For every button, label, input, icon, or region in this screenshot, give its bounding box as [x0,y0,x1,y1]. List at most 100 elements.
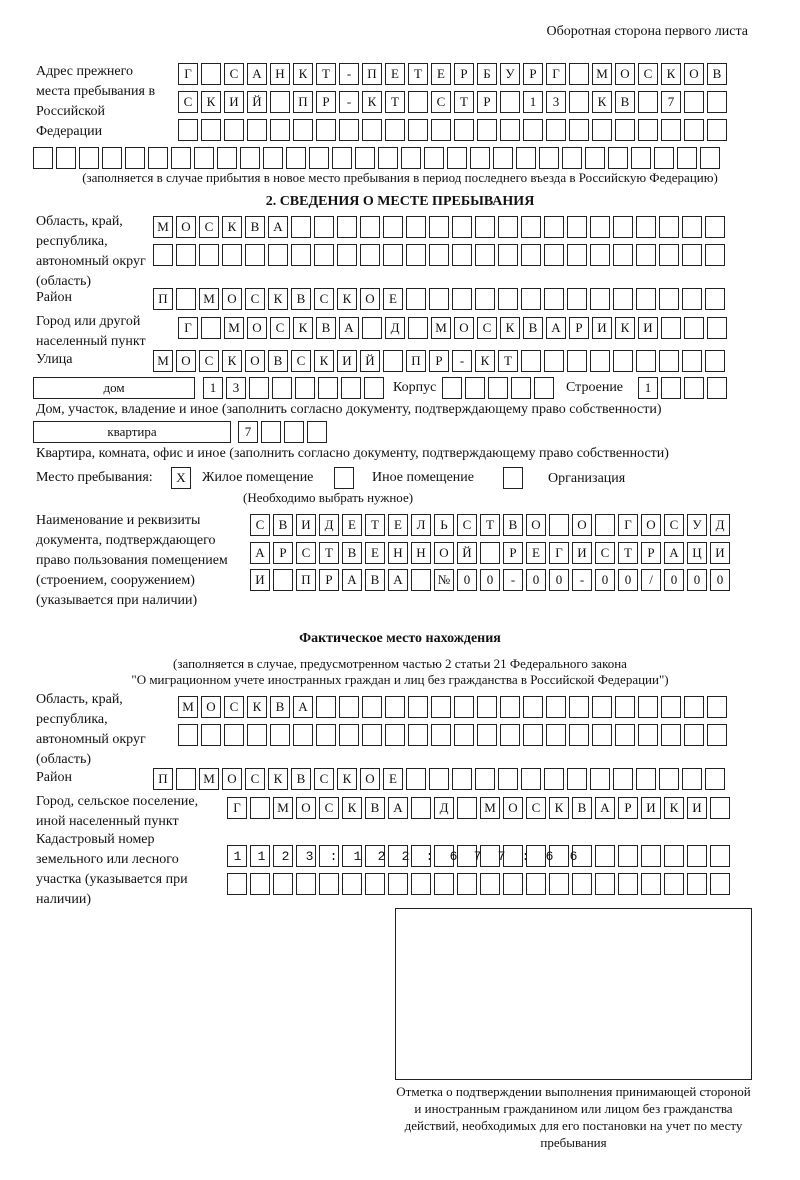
char-cell[interactable]: О [526,514,546,536]
char-cell[interactable]: С [245,768,265,790]
char-cell[interactable] [268,244,288,266]
char-cell[interactable] [383,216,403,238]
char-cell[interactable] [511,377,531,399]
char-cell[interactable] [217,147,237,169]
char-cell[interactable]: П [362,63,382,85]
char-cell[interactable] [250,797,270,819]
char-cell[interactable] [569,63,589,85]
char-cell[interactable]: Р [618,797,638,819]
char-cell[interactable]: Г [178,317,198,339]
char-cell[interactable] [342,873,362,895]
char-cell[interactable]: К [664,797,684,819]
char-cell[interactable] [707,696,727,718]
char-cell[interactable] [521,288,541,310]
char-cell[interactable] [590,244,610,266]
char-cell[interactable]: 3 [226,377,246,399]
char-cell[interactable] [314,216,334,238]
char-cell[interactable]: / [641,569,661,591]
char-cell[interactable] [245,244,265,266]
char-cell[interactable] [452,244,472,266]
char-cell[interactable]: И [687,797,707,819]
char-cell[interactable] [307,421,327,443]
char-cell[interactable] [592,724,612,746]
char-cell[interactable]: О [201,696,221,718]
char-cell[interactable] [360,244,380,266]
char-cell[interactable] [263,147,283,169]
cadastral-row-1[interactable]: 1123:122:677:66 [227,845,733,867]
char-cell[interactable] [194,147,214,169]
char-cell[interactable]: 1 [523,91,543,113]
char-cell[interactable]: Г [618,514,638,536]
char-cell[interactable]: В [707,63,727,85]
char-cell[interactable]: И [710,542,730,564]
char-cell[interactable] [661,317,681,339]
char-cell[interactable] [684,696,704,718]
char-cell[interactable]: Л [411,514,431,536]
char-cell[interactable]: К [268,288,288,310]
char-cell[interactable] [661,696,681,718]
char-cell[interactable] [465,377,485,399]
char-cell[interactable] [286,147,306,169]
char-cell[interactable] [480,873,500,895]
char-cell[interactable]: Т [385,91,405,113]
char-cell[interactable] [705,244,725,266]
char-cell[interactable]: О [296,797,316,819]
char-cell[interactable]: Н [411,542,431,564]
char-cell[interactable] [362,696,382,718]
char-cell[interactable]: У [500,63,520,85]
char-cell[interactable]: Р [641,542,661,564]
char-cell[interactable] [705,768,725,790]
char-cell[interactable] [270,119,290,141]
char-cell[interactable] [590,768,610,790]
char-cell[interactable] [661,724,681,746]
char-cell[interactable] [153,244,173,266]
char-cell[interactable]: Т [365,514,385,536]
char-cell[interactable]: А [250,542,270,564]
char-cell[interactable]: О [684,63,704,85]
char-cell[interactable] [618,845,638,867]
char-cell[interactable] [250,873,270,895]
char-cell[interactable] [178,724,198,746]
char-cell[interactable]: М [480,797,500,819]
char-cell[interactable] [447,147,467,169]
char-cell[interactable] [687,845,707,867]
char-cell[interactable]: О [247,317,267,339]
char-cell[interactable] [314,244,334,266]
char-cell[interactable]: К [475,350,495,372]
char-cell[interactable]: Р [477,91,497,113]
char-cell[interactable]: С [477,317,497,339]
char-cell[interactable] [500,91,520,113]
char-cell[interactable] [365,845,385,867]
char-cell[interactable]: 1 [638,377,658,399]
char-cell[interactable]: О [222,768,242,790]
char-cell[interactable]: К [293,63,313,85]
char-cell[interactable]: К [222,350,242,372]
char-cell[interactable] [227,845,247,867]
char-cell[interactable] [544,350,564,372]
char-cell[interactable] [546,724,566,746]
char-cell[interactable] [613,216,633,238]
char-cell[interactable] [521,244,541,266]
char-cell[interactable] [401,147,421,169]
char-cell[interactable] [710,873,730,895]
char-cell[interactable] [454,119,474,141]
char-cell[interactable]: 3 [546,91,566,113]
char-cell[interactable] [319,873,339,895]
char-cell[interactable]: О [572,514,592,536]
char-cell[interactable]: О [360,288,380,310]
char-cell[interactable] [569,724,589,746]
char-cell[interactable] [408,91,428,113]
char-cell[interactable]: В [316,317,336,339]
char-cell[interactable]: А [595,797,615,819]
char-cell[interactable] [585,147,605,169]
building-row[interactable]: 1 [638,377,730,399]
char-cell[interactable]: 1 [203,377,223,399]
char-cell[interactable]: Н [270,63,290,85]
char-cell[interactable] [641,873,661,895]
char-cell[interactable] [295,377,315,399]
char-cell[interactable] [705,350,725,372]
char-cell[interactable] [385,724,405,746]
char-cell[interactable]: В [615,91,635,113]
